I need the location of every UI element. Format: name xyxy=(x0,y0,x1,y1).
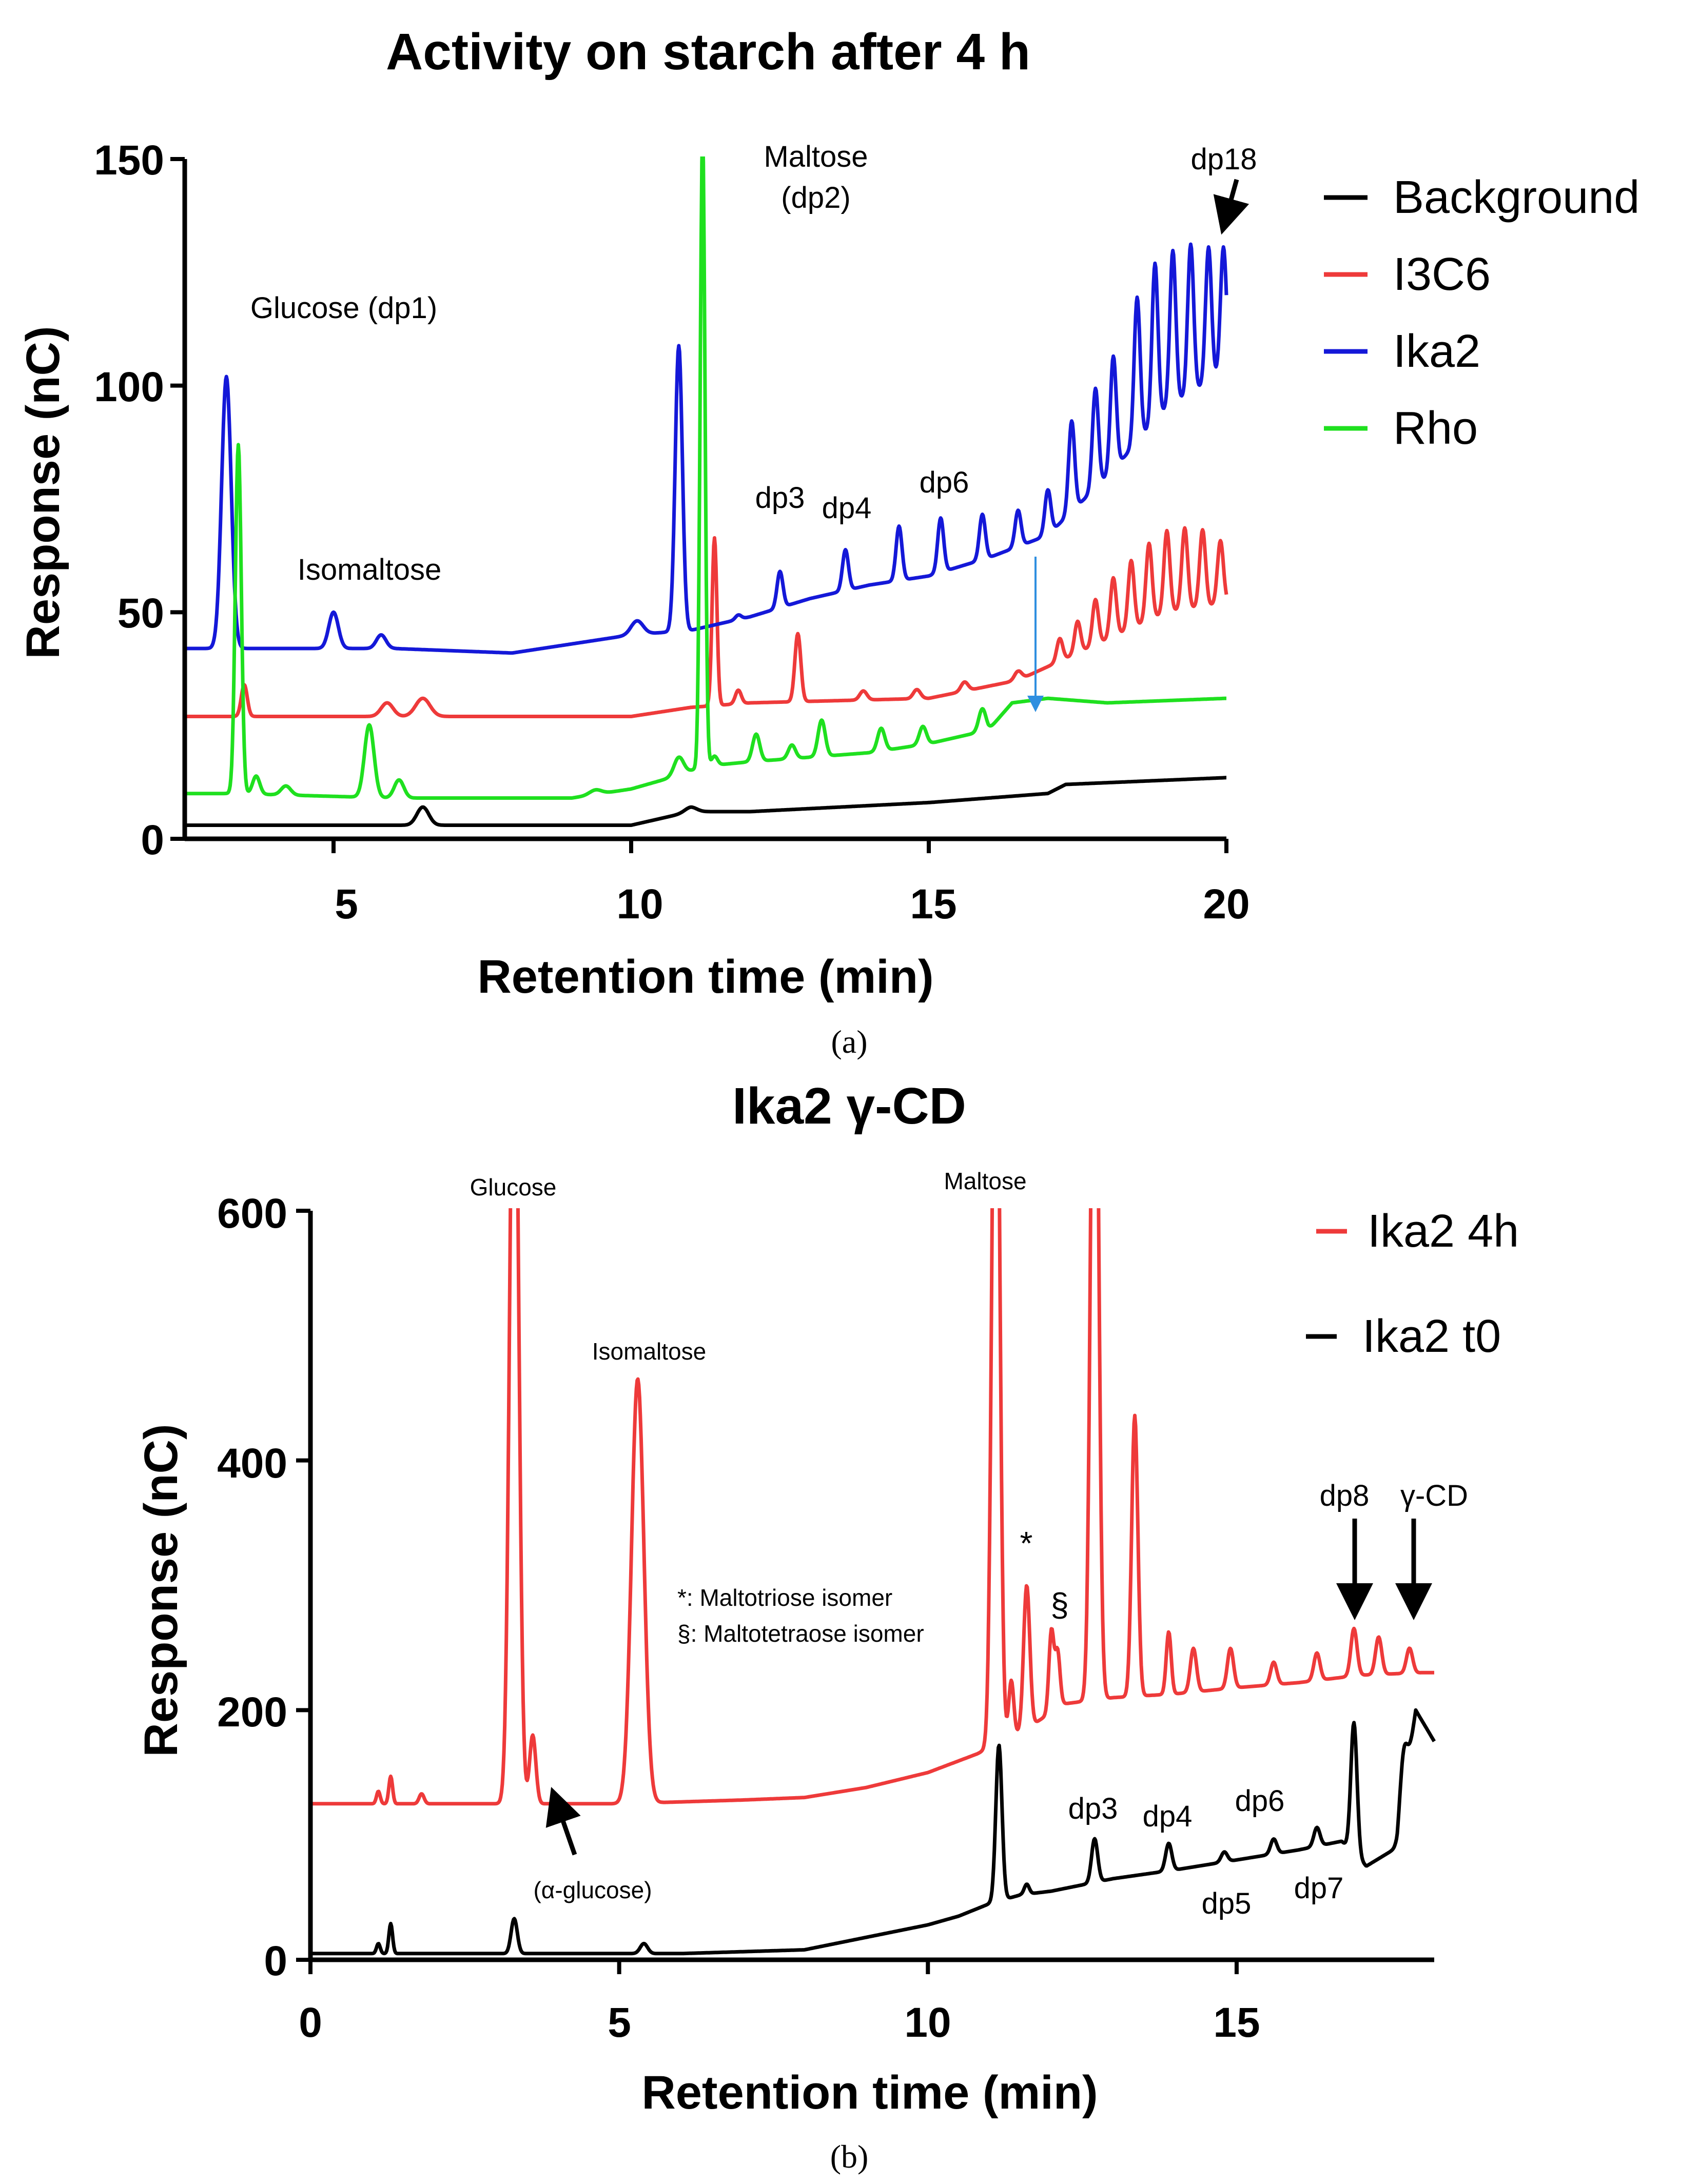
chart-b-xlabel: Retention time (min) xyxy=(641,2067,1098,2119)
chart-b-ytick-200: 200 xyxy=(217,1689,287,1736)
chart-a-xlabel: Retention time (min) xyxy=(477,951,933,1003)
series-line-background xyxy=(185,776,1228,827)
chart-b-ann-isomaltose: Isomaltose xyxy=(592,1338,706,1365)
chart-b-ytick-400: 400 xyxy=(217,1440,287,1487)
chart-b-series xyxy=(310,1208,1436,1956)
chart-b-ytick-600: 600 xyxy=(217,1190,287,1237)
chart-b-ann-gamma-cd: γ-CD xyxy=(1400,1479,1468,1512)
series-line-i3c6 xyxy=(185,526,1228,718)
chart-b-xtick-0: 0 xyxy=(299,1999,322,2046)
chart-b-ann-alpha-glucose: (α-glucose) xyxy=(533,1877,652,1903)
chart-b-ticks xyxy=(296,1209,1239,1974)
chart-b-ann-maltose: Maltose xyxy=(944,1168,1026,1194)
chart-b-xtick-15: 15 xyxy=(1213,1999,1260,2046)
chart-a-ytick-50: 50 xyxy=(118,590,164,637)
chart-b-note-maltotetraose: §: Maltotetraose isomer xyxy=(677,1620,924,1647)
chart-b-ann-dp4: dp4 xyxy=(1143,1800,1193,1833)
legend-a-label-i3c6: I3C6 xyxy=(1393,249,1491,300)
chart-a-ann-isomaltose: Isomaltose xyxy=(298,553,441,586)
chart-b-ann-dp7: dp7 xyxy=(1294,1872,1344,1905)
chart-b-ann-dp3: dp3 xyxy=(1068,1792,1118,1825)
chart-a-ann-maltose: Maltose xyxy=(764,140,868,173)
chart-a-ticks xyxy=(170,157,1228,853)
chart-a-ann-dp3: dp3 xyxy=(755,481,805,515)
chart-b-ytick-0: 0 xyxy=(264,1938,287,1984)
legend-a-label-background: Background xyxy=(1393,172,1639,223)
series-line-ika2-t0 xyxy=(310,1708,1436,1956)
chart-a-ann-dp6: dp6 xyxy=(920,466,969,499)
chart-b-xtick-10: 10 xyxy=(904,1999,951,2046)
chart-b-ann-glucose: Glucose xyxy=(470,1174,557,1201)
chart-b-ann-star: * xyxy=(1020,1525,1033,1562)
chart-a-title: Activity on starch after 4 h xyxy=(386,23,1030,81)
chart-a-dp18-arrow xyxy=(1213,179,1249,235)
chart-b-ann-dp6: dp6 xyxy=(1235,1784,1285,1818)
chart-a-ann-glucose: Glucose (dp1) xyxy=(250,291,437,325)
chart-a-xtick-15: 15 xyxy=(910,881,956,928)
chart-a-ann-dp18: dp18 xyxy=(1190,143,1257,176)
chart-b-note-maltotriose: *: Maltotriose isomer xyxy=(677,1584,892,1611)
chart-b-legend: Ika2 4h Ika2 t0 xyxy=(1306,1206,1519,1362)
chart-a-ylabel: Response (nC) xyxy=(17,326,69,659)
chart-a: Activity on starch after 4 h 150 100 50 … xyxy=(17,23,1639,1060)
chart-a-series xyxy=(185,156,1228,827)
series-line-ika2-4h xyxy=(310,1208,1435,1806)
legend-b-label-ika2-t0: Ika2 t0 xyxy=(1362,1311,1501,1362)
chart-a-ytick-150: 150 xyxy=(94,137,164,184)
legend-a-label-rho: Rho xyxy=(1393,403,1478,454)
series-line-rho xyxy=(185,156,1228,800)
chart-b-ylabel: Response (nC) xyxy=(135,1424,187,1757)
chart-a-ytick-100: 100 xyxy=(94,364,164,410)
chart-b: Ika2 γ-CD 600 400 200 0 0 5 10 15 Retent… xyxy=(135,1077,1519,2175)
chart-b-ann-section: § xyxy=(1050,1586,1069,1623)
chart-b-xtick-5: 5 xyxy=(608,1999,631,2046)
chart-a-ytick-0: 0 xyxy=(141,817,164,863)
chart-b-ann-dp5: dp5 xyxy=(1202,1887,1252,1920)
chart-a-legend: Background I3C6 Ika2 Rho xyxy=(1324,172,1639,454)
chart-a-xtick-5: 5 xyxy=(335,881,358,928)
chart-b-ann-dp8: dp8 xyxy=(1320,1479,1370,1512)
chart-a-xtick-20: 20 xyxy=(1203,881,1249,928)
chart-b-title: Ika2 γ-CD xyxy=(732,1077,966,1135)
caption-b: (b) xyxy=(830,2138,869,2175)
chart-b-alpha-glucose-arrow xyxy=(545,1786,581,1856)
chart-a-xtick-10: 10 xyxy=(616,881,663,928)
legend-b-label-ika2-4h: Ika2 4h xyxy=(1368,1206,1519,1257)
legend-a-label-ika2: Ika2 xyxy=(1393,326,1480,377)
chart-a-ann-dp4: dp4 xyxy=(822,491,872,525)
chart-a-ann-dp2: (dp2) xyxy=(781,181,850,214)
caption-a: (a) xyxy=(831,1024,867,1060)
